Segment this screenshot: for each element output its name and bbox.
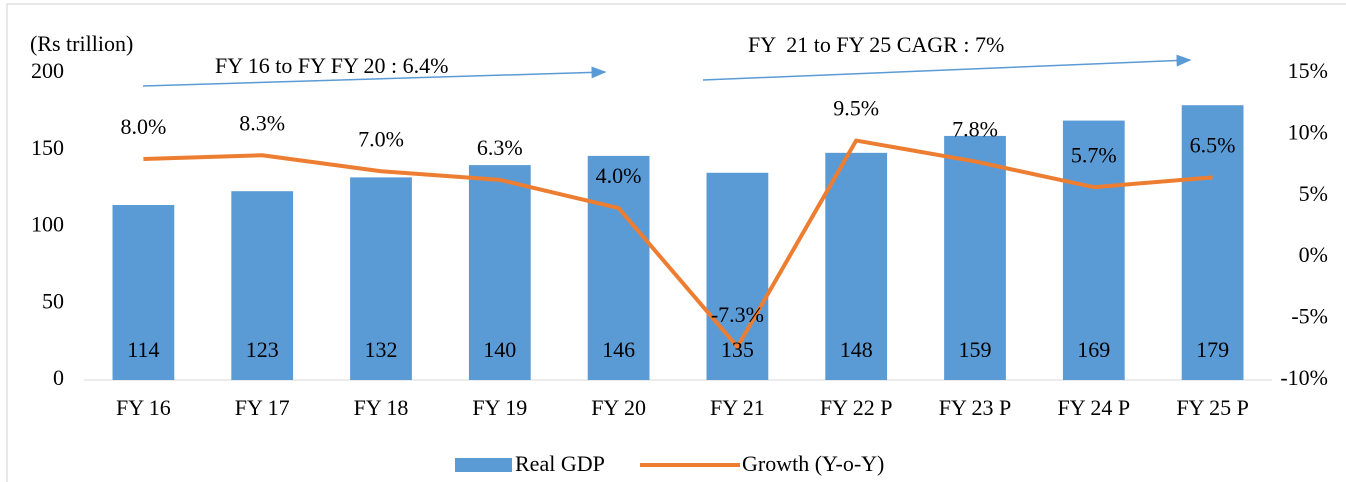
- x-tick-label: FY 24 P: [1058, 395, 1131, 420]
- data-label: 6.3%: [477, 135, 523, 160]
- x-tick-label: FY 22 P: [820, 395, 893, 420]
- x-tick-label: FY 25 P: [1176, 395, 1249, 420]
- y-tick-label: 50: [42, 288, 64, 313]
- y2-tick-label: 0%: [1299, 242, 1328, 267]
- legend-label: Growth (Y-o-Y): [742, 451, 884, 476]
- data-label: 159: [959, 337, 992, 362]
- y-tick-label: 100: [31, 212, 64, 237]
- bar: [1062, 120, 1125, 381]
- x-tick-label: FY 16: [116, 395, 171, 420]
- bar: [112, 205, 175, 380]
- bar: [587, 155, 650, 380]
- y2-tick-label: 5%: [1299, 181, 1328, 206]
- arrow: [142, 66, 607, 87]
- bar: [825, 152, 888, 380]
- y2-tick-label: -5%: [1291, 304, 1328, 329]
- y2-tick-label: 10%: [1288, 119, 1328, 144]
- data-label: 4.0%: [596, 163, 642, 188]
- annotation: FY 16 to FY FY 20 : 6.4%: [215, 53, 448, 78]
- data-label: 169: [1077, 337, 1110, 362]
- x-tick-label: FY 23 P: [939, 395, 1012, 420]
- data-label: 132: [365, 337, 398, 362]
- data-label: 146: [602, 337, 635, 362]
- data-label: 9.5%: [833, 96, 879, 121]
- bar: [231, 191, 294, 380]
- y-tick-label: 0: [53, 365, 64, 390]
- data-label: 148: [840, 337, 873, 362]
- y-tick-label: 200: [31, 58, 64, 83]
- bar: [1181, 105, 1244, 381]
- legend-swatch: [455, 458, 512, 472]
- y2-tick-label: 15%: [1288, 58, 1328, 83]
- bar: [350, 177, 412, 380]
- line: [143, 138, 1213, 349]
- data-label: -7.3%: [711, 302, 764, 327]
- x-tick-label: FY 19: [472, 395, 527, 420]
- data-label: 123: [246, 337, 279, 362]
- data-label: 7.8%: [952, 116, 998, 141]
- x-tick-label: FY 18: [354, 395, 409, 420]
- arrow: [702, 54, 1192, 81]
- data-label: 179: [1196, 337, 1229, 362]
- data-label: 8.0%: [120, 114, 166, 139]
- x-tick-label: FY 20: [591, 395, 646, 420]
- y2-tick-label: -10%: [1280, 365, 1328, 390]
- x-tick-label: FY 17: [235, 395, 290, 420]
- legend-label: Real GDP: [515, 451, 605, 476]
- y-axis-label: (Rs trillion): [30, 31, 133, 56]
- data-label: 140: [483, 337, 516, 362]
- frame: [6, 3, 1346, 482]
- data-label: 7.0%: [358, 126, 404, 151]
- bar: [468, 165, 531, 380]
- data-label: 114: [127, 337, 159, 362]
- data-label: 5.7%: [1071, 142, 1117, 167]
- y-tick-label: 150: [31, 135, 64, 160]
- data-label: 6.5%: [1190, 132, 1236, 157]
- bar: [944, 135, 1006, 380]
- annotation: FY 21 to FY 25 CAGR : 7%: [748, 32, 1004, 57]
- x-tick-label: FY 21: [710, 395, 765, 420]
- data-label: 8.3%: [239, 110, 285, 135]
- data-label: 135: [721, 337, 754, 362]
